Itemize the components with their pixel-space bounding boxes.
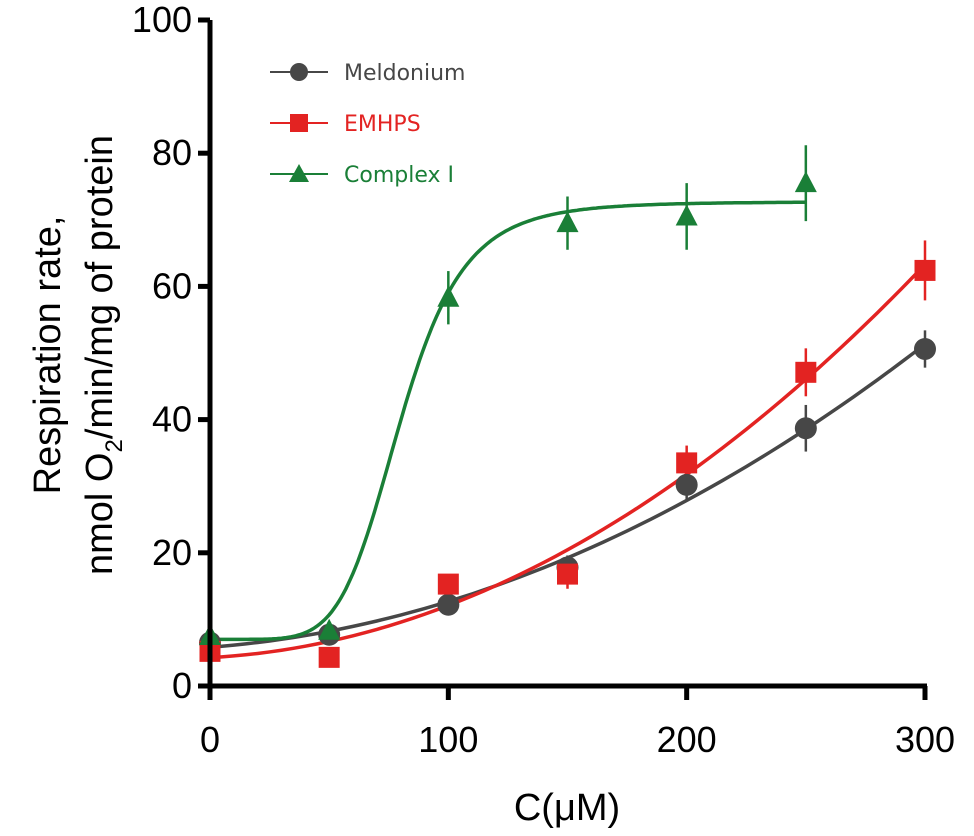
y-tick-label: 100 xyxy=(132,0,192,40)
marker-meldonium xyxy=(794,417,817,440)
y-axis-title-line1: Respiration rate, xyxy=(27,216,69,495)
legend-marker-complex-i xyxy=(289,164,309,182)
y-tick-label: 40 xyxy=(152,399,192,440)
x-tick-label: 100 xyxy=(418,719,478,760)
x-tick-label: 200 xyxy=(657,719,717,760)
marker-complex-i xyxy=(556,211,579,233)
fit-curve-meldonium xyxy=(209,342,927,649)
fit-curve-complex-i xyxy=(210,200,806,642)
axes xyxy=(198,17,928,700)
x-axis-title: C(μM) xyxy=(514,787,620,829)
marker-complex-i xyxy=(675,204,698,226)
fit-curves xyxy=(209,200,927,660)
y-axis-title-subscript: 2 xyxy=(101,439,128,452)
data-markers xyxy=(199,171,936,668)
marker-emhps xyxy=(557,563,578,585)
x-tick-label: 0 xyxy=(200,719,220,760)
legend-marker-emhps xyxy=(290,114,308,132)
y-axis-title-line2: nmol O2/min/mg of protein xyxy=(79,135,128,575)
x-tick-label: 300 xyxy=(895,719,955,760)
fit-curve-emhps xyxy=(209,263,927,660)
marker-meldonium xyxy=(914,338,936,361)
marker-complex-i xyxy=(437,285,460,307)
marker-meldonium xyxy=(675,473,698,496)
marker-emhps xyxy=(437,573,459,595)
legend: Meldonium EMHPS Complex I xyxy=(270,61,465,188)
marker-meldonium xyxy=(437,593,460,616)
marker-complex-i xyxy=(318,618,341,640)
marker-emhps xyxy=(676,452,698,474)
legend-label-meldonium: Meldonium xyxy=(344,61,465,86)
y-axis-title: Respiration rate, nmol O2/min/mg of prot… xyxy=(27,135,128,575)
legend-marker-meldonium xyxy=(290,63,308,81)
y-axis-title-suffix: /min/mg of protein xyxy=(79,135,121,439)
x-tick-labels: 0 100 200 300 xyxy=(200,719,955,760)
y-axis-title-prefix: nmol O xyxy=(79,453,121,575)
y-tick-label: 0 xyxy=(172,665,192,706)
marker-emhps xyxy=(795,361,817,383)
y-tick-label: 80 xyxy=(152,132,192,173)
y-tick-label: 20 xyxy=(152,532,192,573)
marker-complex-i xyxy=(794,171,817,193)
y-tick-labels: 0 20 40 60 80 100 xyxy=(132,0,192,706)
y-tick-label: 60 xyxy=(152,265,192,306)
legend-label-complex-i: Complex I xyxy=(344,163,454,188)
legend-label-emhps: EMHPS xyxy=(344,112,421,137)
marker-emhps xyxy=(318,646,340,668)
marker-emhps xyxy=(914,259,936,281)
